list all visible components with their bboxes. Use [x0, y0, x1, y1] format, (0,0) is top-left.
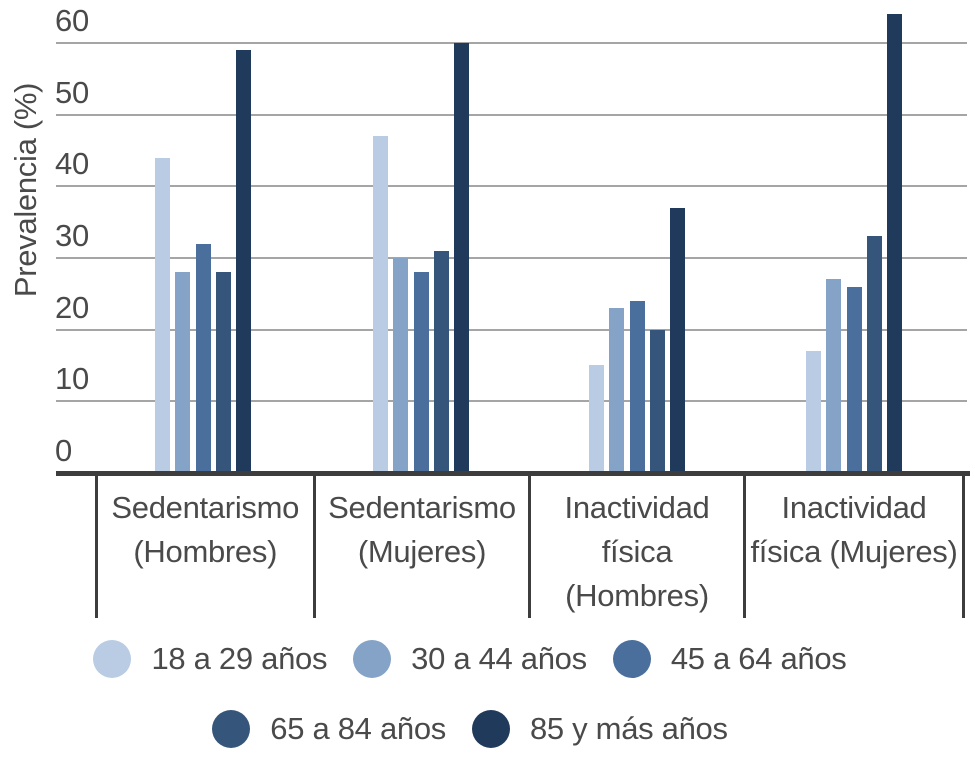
bar-inactividad-f-sica-hombres--serie-2: [630, 301, 645, 473]
x-category-label-2: Inactividad física (Hombres): [532, 486, 743, 616]
category-separator-3: [743, 471, 746, 618]
y-tick-label-60: 60: [55, 3, 89, 38]
bar-sedentarismo-hombres--serie-0: [155, 158, 170, 473]
y-tick-label-10: 10: [55, 361, 89, 396]
gridline-40: [56, 185, 967, 187]
legend-label: 18 a 29 años: [151, 641, 328, 676]
x-category-label-line: (Hombres): [565, 578, 709, 613]
x-category-label-0: Sedentarismo (Hombres): [98, 486, 313, 616]
y-tick-label-20: 20: [55, 290, 89, 325]
y-tick-label-50: 50: [55, 75, 89, 110]
category-separator-1: [313, 471, 316, 618]
legend-label: 30 a 44 años: [411, 641, 587, 676]
x-category-label-line: Inactividad: [564, 490, 710, 525]
bar-sedentarismo-mujeres--serie-0: [373, 136, 388, 473]
legend-row-0: 18 a 29 años 30 a 44 años 45 a 64 años: [0, 624, 940, 694]
gridline-10: [56, 400, 967, 402]
x-category-label-line: Inactividad: [781, 490, 927, 525]
legend-label: 85 y más años: [529, 711, 728, 746]
gridline-20: [56, 329, 967, 331]
legend-circle-icon: [471, 710, 510, 748]
x-category-label-3: Inactividad física (Mujeres): [747, 486, 962, 616]
x-axis-line: [56, 471, 970, 476]
y-tick-label-0: 0: [55, 433, 72, 468]
bar-sedentarismo-hombres--serie-1: [175, 272, 190, 473]
legend-item-2: 45 a 64 años: [612, 640, 847, 678]
legend-item-4: 85 y más años: [471, 710, 728, 748]
x-category-label-1: Sedentarismo (Mujeres): [317, 486, 528, 616]
bar-inactividad-f-sica-mujeres--serie-4: [887, 14, 902, 473]
legend-circle-icon: [212, 710, 251, 748]
bar-inactividad-f-sica-hombres--serie-3: [650, 330, 665, 473]
category-separator-4: [962, 471, 965, 618]
x-category-label-line: física (Mujeres): [750, 534, 958, 569]
legend-label: 45 a 64 años: [670, 641, 847, 676]
bar-sedentarismo-mujeres--serie-2: [414, 272, 429, 473]
gridline-50: [56, 114, 967, 116]
bar-sedentarismo-mujeres--serie-4: [454, 43, 469, 473]
bar-inactividad-f-sica-hombres--serie-4: [670, 208, 685, 473]
bar-sedentarismo-hombres--serie-4: [236, 50, 251, 473]
bar-inactividad-f-sica-hombres--serie-1: [609, 308, 624, 473]
y-tick-label-30: 30: [55, 218, 89, 253]
x-category-label-line: Sedentarismo: [328, 490, 516, 525]
bar-inactividad-f-sica-mujeres--serie-2: [847, 287, 862, 473]
category-separator-2: [528, 471, 531, 618]
legend-row-1: 65 a 84 años 85 y más años: [0, 694, 940, 764]
x-category-label-line: física: [601, 534, 673, 569]
category-separator-0: [94, 471, 98, 618]
legend-item-0: 18 a 29 años: [93, 640, 327, 678]
x-category-label-line: Sedentarismo: [111, 490, 300, 525]
y-tick-label-40: 40: [55, 146, 89, 181]
bar-sedentarismo-mujeres--serie-3: [434, 251, 449, 473]
legend-circle-icon: [353, 640, 392, 678]
legend-item-3: 65 a 84 años: [212, 710, 446, 748]
legend-item-1: 30 a 44 años: [353, 640, 587, 678]
bar-sedentarismo-mujeres--serie-1: [393, 258, 408, 473]
gridline-30: [56, 257, 967, 259]
legend-circle-icon: [612, 640, 651, 678]
x-category-label-line: (Mujeres): [357, 534, 487, 569]
bar-inactividad-f-sica-mujeres--serie-0: [806, 351, 821, 473]
bar-inactividad-f-sica-mujeres--serie-3: [867, 236, 882, 473]
legend-label: 65 a 84 años: [270, 711, 446, 746]
plot-area: 0 10 20 30 40 50 60: [55, 3, 967, 473]
bar-sedentarismo-hombres--serie-3: [216, 272, 231, 473]
x-category-label-line: (Hombres): [133, 534, 278, 569]
bar-inactividad-f-sica-mujeres--serie-1: [826, 279, 841, 473]
bar-inactividad-f-sica-hombres--serie-0: [589, 365, 604, 473]
legend: 18 a 29 años 30 a 44 años 45 a 64 años 65 a…: [0, 624, 940, 764]
gridline-60: [56, 42, 967, 44]
legend-circle-icon: [93, 640, 132, 678]
bar-sedentarismo-hombres--serie-2: [196, 244, 211, 473]
